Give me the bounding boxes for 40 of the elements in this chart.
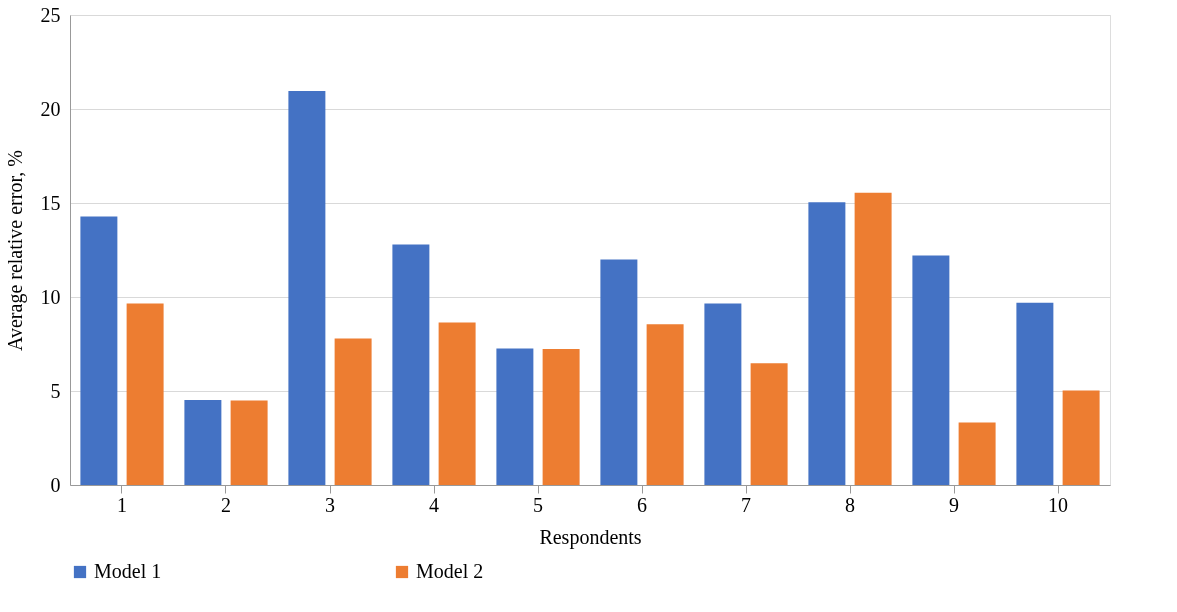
x-tick-label: 8 <box>845 493 855 516</box>
x-tick-label: 7 <box>741 493 751 516</box>
x-tick-label: 6 <box>637 493 647 516</box>
y-tick-label: 15 <box>40 191 61 214</box>
x-tick-label: 4 <box>429 493 439 516</box>
bar <box>496 348 534 485</box>
x-tick-label: 10 <box>1048 493 1068 516</box>
bar <box>958 422 996 485</box>
y-tick-label: 20 <box>40 97 61 120</box>
x-axis-title: Respondents <box>539 525 642 549</box>
bar <box>288 90 326 485</box>
bar <box>912 255 950 485</box>
x-tick-label: 3 <box>325 493 335 516</box>
bar <box>646 324 684 485</box>
y-tick-label: 5 <box>50 379 61 402</box>
bar <box>392 244 430 485</box>
y-tick-label: 10 <box>40 285 61 308</box>
bar <box>1016 302 1054 485</box>
bar <box>750 363 788 485</box>
legend-label: Model 2 <box>416 560 484 582</box>
bar <box>854 192 892 485</box>
x-tick-label: 2 <box>221 493 231 516</box>
legend-label: Model 1 <box>94 560 162 582</box>
x-tick-label: 5 <box>533 493 543 516</box>
x-tick-label: 1 <box>117 493 127 516</box>
bar <box>808 202 846 485</box>
bar <box>438 322 476 485</box>
bar <box>80 216 118 485</box>
bar <box>184 400 222 485</box>
x-tick-label: 9 <box>949 493 959 516</box>
y-tick-label: 0 <box>50 473 61 496</box>
bar <box>230 400 268 485</box>
bar <box>126 303 164 485</box>
bar <box>704 303 742 485</box>
bar <box>1062 390 1100 485</box>
y-tick-label: 25 <box>40 3 61 26</box>
y-axis-title: Average relative error, % <box>3 150 27 351</box>
bar <box>600 259 638 485</box>
bar <box>542 348 580 485</box>
bar <box>334 338 372 485</box>
